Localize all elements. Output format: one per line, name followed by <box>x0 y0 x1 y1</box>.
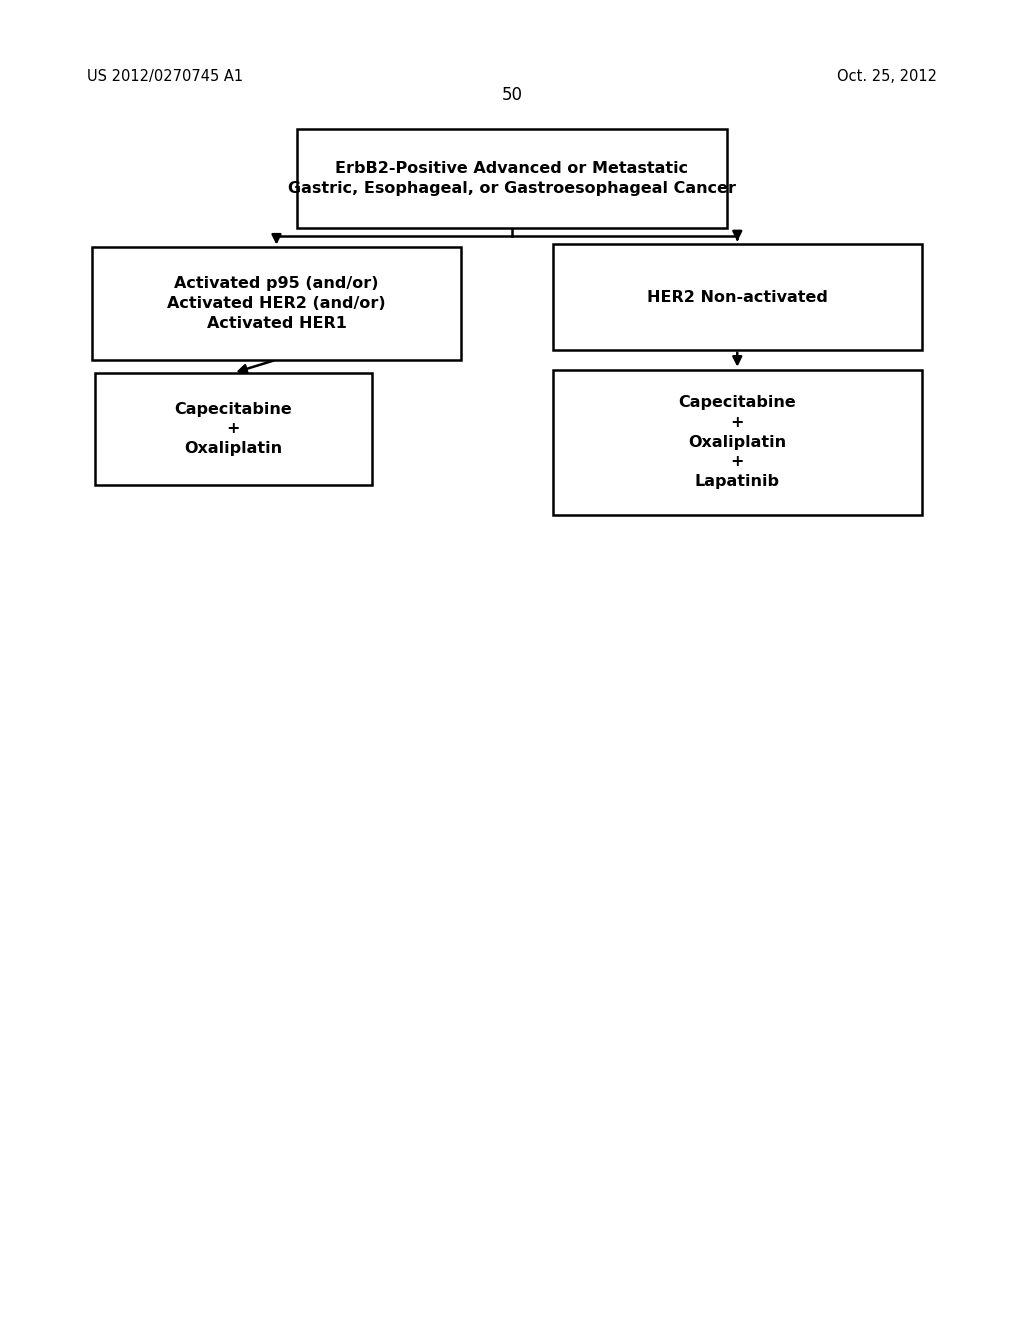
Bar <box>553 370 922 515</box>
Bar <box>92 248 461 359</box>
Text: US 2012/0270745 A1: US 2012/0270745 A1 <box>87 69 243 83</box>
Text: ErbB2-Positive Advanced or Metastatic
Gastric, Esophageal, or Gastroesophageal C: ErbB2-Positive Advanced or Metastatic Ga… <box>288 161 736 195</box>
Text: HER2 Non-activated: HER2 Non-activated <box>647 289 827 305</box>
Text: Capecitabine
+
Oxaliplatin: Capecitabine + Oxaliplatin <box>175 401 292 457</box>
Text: Oct. 25, 2012: Oct. 25, 2012 <box>837 69 937 83</box>
Bar <box>297 129 727 227</box>
Text: 50: 50 <box>502 86 522 104</box>
Bar <box>95 372 372 484</box>
Text: Activated p95 (and/or)
Activated HER2 (and/or)
Activated HER1: Activated p95 (and/or) Activated HER2 (a… <box>167 276 386 331</box>
Text: Capecitabine
+
Oxaliplatin
+
Lapatinib: Capecitabine + Oxaliplatin + Lapatinib <box>679 395 796 490</box>
Bar <box>553 244 922 350</box>
